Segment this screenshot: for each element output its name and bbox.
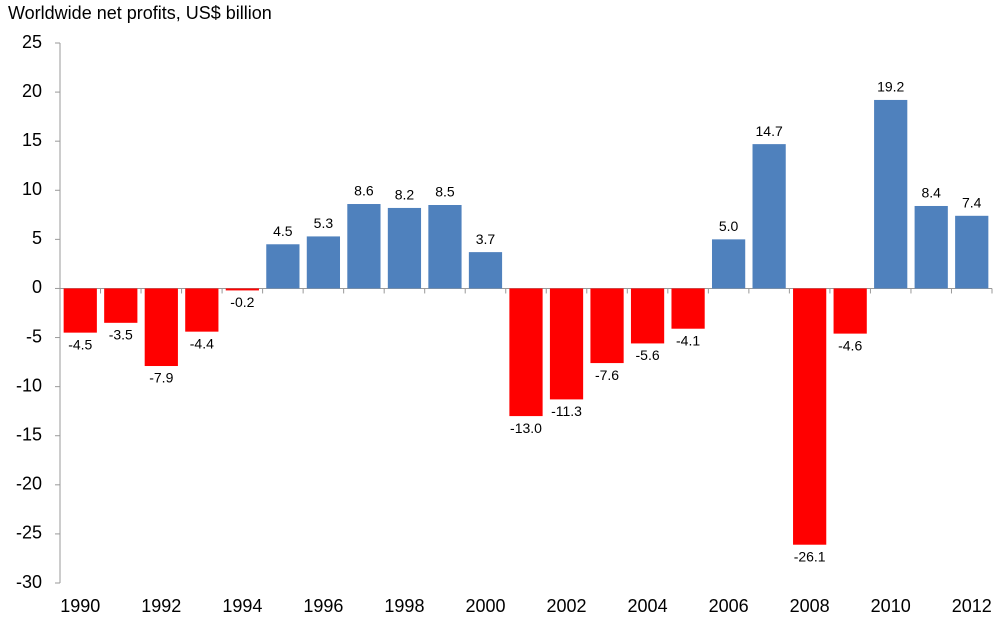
bar xyxy=(266,244,300,289)
value-label: 5.3 xyxy=(314,215,334,231)
x-tick-label: 1990 xyxy=(60,596,100,616)
value-label: -4.5 xyxy=(68,336,92,352)
value-label: -7.9 xyxy=(149,370,173,386)
value-label: 8.5 xyxy=(435,184,455,200)
value-label: -26.1 xyxy=(794,548,826,564)
bar xyxy=(914,205,948,289)
y-tick-label: 20 xyxy=(22,81,42,101)
x-tick-label: 2000 xyxy=(465,596,505,616)
bar xyxy=(549,288,584,400)
bar xyxy=(590,288,624,364)
x-tick-label: 1994 xyxy=(222,596,262,616)
value-label: 8.6 xyxy=(354,183,374,199)
y-tick-label: 10 xyxy=(22,179,42,199)
y-tick-label: 15 xyxy=(22,130,42,150)
x-tick-label: 1992 xyxy=(141,596,181,616)
y-tick-label: -5 xyxy=(26,326,42,346)
bar xyxy=(509,288,543,417)
value-label: 19.2 xyxy=(877,79,904,95)
y-tick-label: 25 xyxy=(22,32,42,52)
value-label: -0.2 xyxy=(230,294,254,310)
bar xyxy=(144,288,178,367)
bar xyxy=(955,215,989,289)
value-label: 4.5 xyxy=(273,223,293,239)
bar xyxy=(468,252,503,289)
x-tick-label: 1998 xyxy=(384,596,424,616)
bar xyxy=(63,288,97,333)
bar xyxy=(306,236,341,289)
value-label: -7.6 xyxy=(595,367,619,383)
bar xyxy=(185,288,219,332)
bar xyxy=(833,288,867,334)
x-tick-label: 2008 xyxy=(790,596,830,616)
x-tick-label: 2004 xyxy=(628,596,668,616)
bar xyxy=(874,99,908,289)
value-label: -4.6 xyxy=(838,337,862,353)
bar xyxy=(671,288,705,329)
y-tick-label: -10 xyxy=(16,375,42,395)
value-label: 8.2 xyxy=(395,187,415,203)
bar xyxy=(428,205,462,289)
y-tick-label: -20 xyxy=(16,474,42,494)
value-label: 14.7 xyxy=(756,123,783,139)
chart-title: Worldwide net profits, US$ billion xyxy=(8,3,272,23)
value-label: -4.1 xyxy=(676,332,700,348)
x-tick-label: 2010 xyxy=(871,596,911,616)
y-tick-label: -30 xyxy=(16,572,42,592)
y-tick-label: 5 xyxy=(32,228,42,248)
value-label: 5.0 xyxy=(719,218,739,234)
x-tick-label: 2002 xyxy=(546,596,586,616)
value-label: -5.6 xyxy=(636,347,660,363)
x-tick-label: 1996 xyxy=(303,596,343,616)
value-label: -4.4 xyxy=(190,335,214,351)
bar xyxy=(630,288,665,344)
bar xyxy=(225,288,259,291)
value-label: 7.4 xyxy=(962,195,982,211)
bar xyxy=(711,239,746,289)
y-tick-label: -25 xyxy=(16,523,42,543)
bar xyxy=(104,288,138,323)
value-label: 8.4 xyxy=(921,185,941,201)
bar xyxy=(793,288,827,545)
x-tick-label: 2006 xyxy=(709,596,749,616)
bar xyxy=(347,204,381,289)
bar xyxy=(387,207,422,289)
y-tick-label: -15 xyxy=(16,424,42,444)
bar xyxy=(752,144,786,289)
x-tick-label: 2012 xyxy=(952,596,992,616)
y-tick-label: 0 xyxy=(32,277,42,297)
value-label: -13.0 xyxy=(510,420,542,436)
value-label: -11.3 xyxy=(551,403,582,419)
value-label: -3.5 xyxy=(109,327,133,343)
value-label: 3.7 xyxy=(476,231,496,247)
